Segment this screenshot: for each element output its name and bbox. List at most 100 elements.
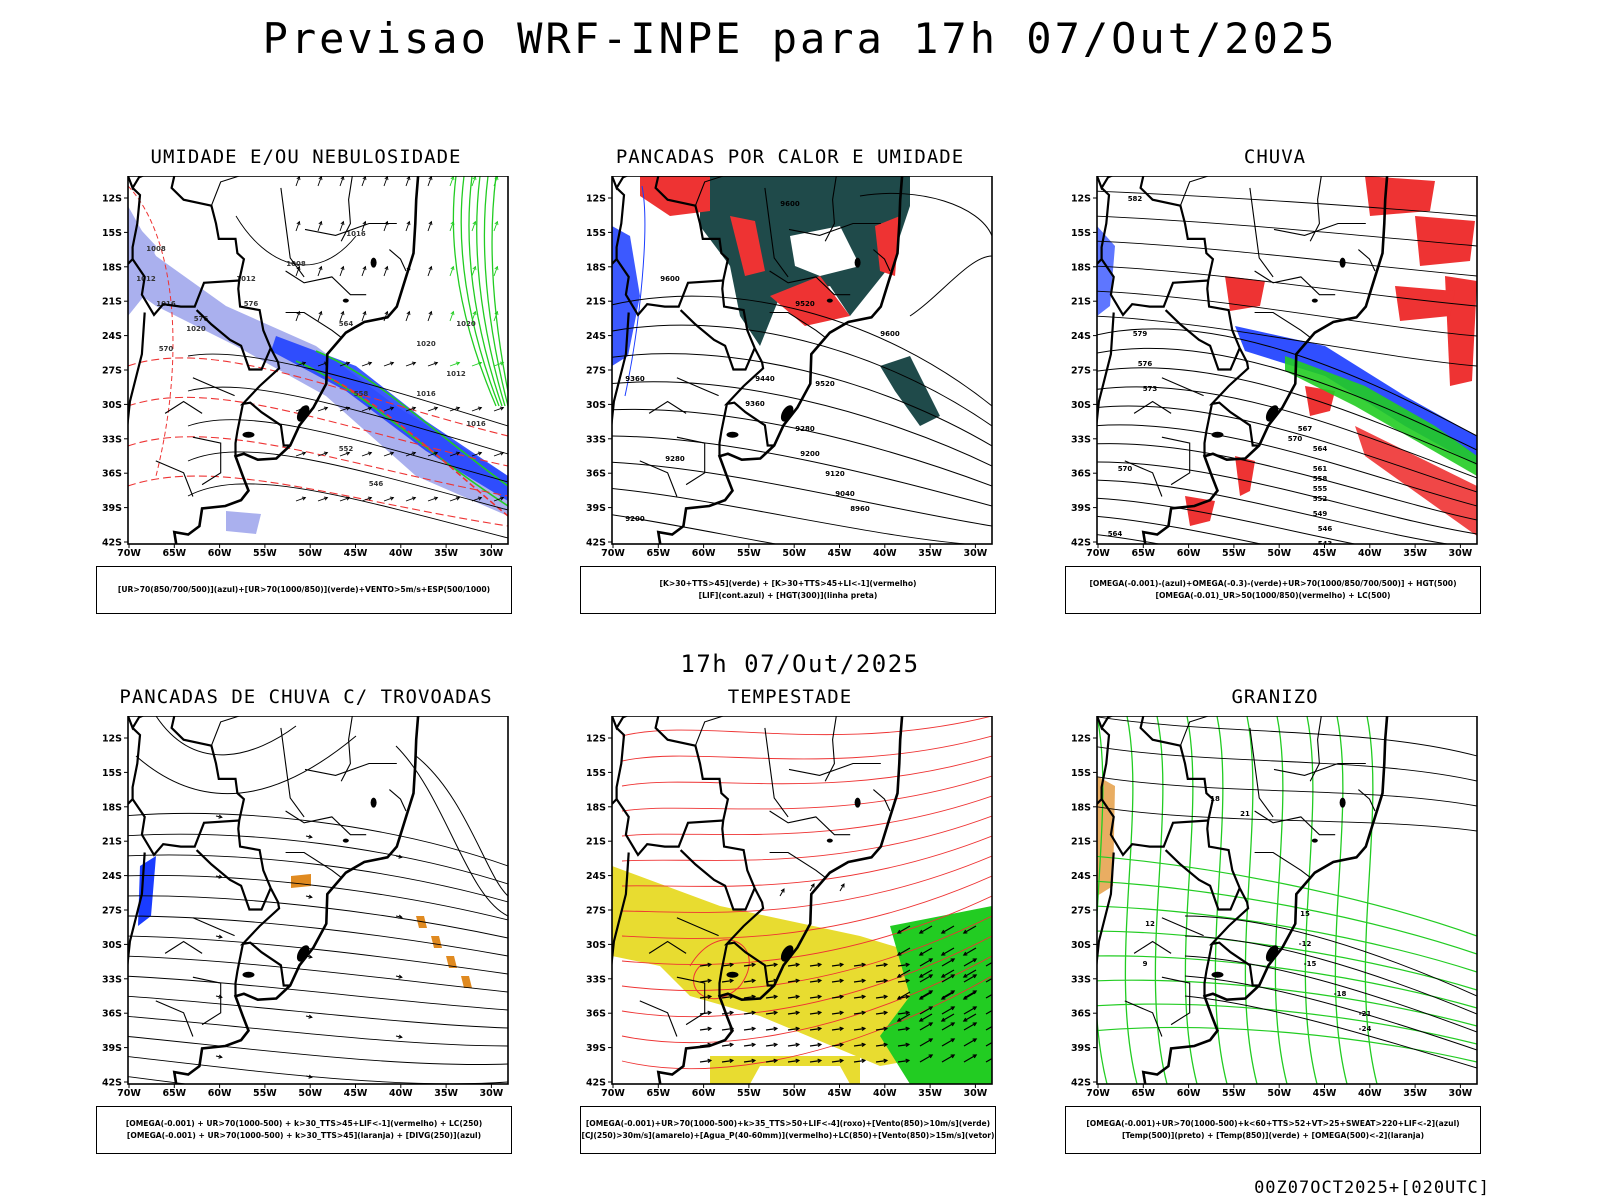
wind-vector xyxy=(919,1013,933,1022)
wind-vector-head xyxy=(928,958,934,963)
border-line xyxy=(615,798,724,857)
wind-vector xyxy=(875,979,887,983)
wind-vector xyxy=(471,311,476,322)
wind-vector-head xyxy=(995,1023,998,1026)
border-line xyxy=(718,403,728,457)
wind-vector-head xyxy=(318,265,323,271)
lake-shape xyxy=(1211,971,1224,978)
legend-line: [UR>70(850/700/500)](azul)+[UR>70(1000/8… xyxy=(117,585,491,594)
wind-vector-head xyxy=(729,1010,735,1016)
wind-vector xyxy=(919,1006,933,1015)
wind-vector-head xyxy=(905,1058,911,1064)
wind-vector-head xyxy=(940,1017,946,1022)
wind-vector xyxy=(897,969,911,978)
border-line xyxy=(1164,849,1241,911)
border-line xyxy=(1254,311,1311,338)
border-line xyxy=(1179,716,1209,746)
legend-line: [OMEGA(-0.01)_UR>50(1000/850)(vermelho) … xyxy=(1155,591,1391,600)
temp850-contour xyxy=(1154,716,1168,1084)
lat-label: 30S xyxy=(1071,940,1091,951)
lat-label: 33S xyxy=(1071,974,1091,985)
wind-vector xyxy=(853,963,865,967)
border-line xyxy=(1309,176,1322,242)
humidity-contour-green xyxy=(452,176,497,407)
streamline xyxy=(135,735,357,795)
lat-label: 21S xyxy=(586,837,606,848)
rain-area-red xyxy=(1185,496,1215,526)
wind-vector xyxy=(361,176,366,187)
wind-vector xyxy=(743,963,755,967)
height-contour xyxy=(1097,515,1264,544)
pressure-contour xyxy=(235,215,357,266)
wind-vector xyxy=(809,1059,821,1063)
wind-vector-head xyxy=(406,310,411,316)
border-line xyxy=(1161,377,1204,397)
wind-vector xyxy=(963,969,977,978)
contour-label: 576 xyxy=(1138,360,1153,368)
wind-vector xyxy=(699,979,711,983)
lake-shape xyxy=(854,257,861,268)
contour-label: -12 xyxy=(1299,940,1312,948)
panel-tempestade: TEMPESTADE 12S 15S 18S 21S 24S 27S 30S 33S 36S 39… xyxy=(570,686,1010,1156)
streamline xyxy=(128,1076,189,1084)
border-line xyxy=(769,851,826,878)
wind-vector-head xyxy=(301,361,307,366)
wind-vector-head xyxy=(839,1010,845,1016)
border-line xyxy=(1203,943,1213,997)
lif-contour xyxy=(624,185,646,397)
wind-vector xyxy=(831,963,843,967)
coastline-east xyxy=(1141,716,1389,1084)
temp850-contour xyxy=(1097,855,1477,937)
border-line xyxy=(1100,798,1209,857)
height-contour xyxy=(612,324,992,427)
wind-vector-head xyxy=(773,1010,779,1016)
wind-vector xyxy=(875,1027,887,1031)
lon-label: 35W xyxy=(1403,1088,1427,1099)
lake-shape xyxy=(342,838,349,843)
lat-label: 30S xyxy=(1071,400,1091,411)
border-line xyxy=(769,270,851,296)
wind-vector-head xyxy=(308,1014,313,1019)
border-line xyxy=(1124,460,1163,497)
contour-label: 558 xyxy=(354,390,369,398)
border-line xyxy=(648,400,687,414)
humidity-area-lavender xyxy=(128,216,156,316)
wind-vector xyxy=(361,221,366,232)
wind-vector-head xyxy=(218,874,223,879)
wind-vector-head xyxy=(406,220,411,226)
lon-label: 60W xyxy=(692,548,716,559)
border-line xyxy=(389,789,407,812)
border-line xyxy=(239,887,291,987)
wind-vector-head xyxy=(367,496,373,501)
lat-label: 39S xyxy=(586,503,606,514)
wind-vector xyxy=(787,1011,799,1015)
wind-vector xyxy=(339,311,344,322)
wind-vector-head xyxy=(896,951,902,956)
wind-vector xyxy=(765,963,777,967)
border-line xyxy=(1100,258,1209,317)
height-contour xyxy=(612,408,992,487)
wind-vector-head xyxy=(494,265,499,271)
streamline xyxy=(128,813,508,867)
rain-area-red xyxy=(1395,286,1455,321)
wind-vector-head xyxy=(883,1026,889,1032)
wind-vector xyxy=(449,497,460,502)
wind-vector xyxy=(809,995,821,999)
map-pancadas-calor: 9600 9520 9440 9360 9280 9200 9120 9040 8960 9600… xyxy=(586,176,993,559)
panel-chuva: CHUVA 582 576 579 573 570 567 564 561 558 555 552 5… xyxy=(1055,146,1495,616)
temp850-contour xyxy=(1334,716,1348,1084)
border-line xyxy=(128,312,146,430)
rain-area-red xyxy=(1225,276,1265,311)
wind-vector xyxy=(405,497,416,502)
wind-vector-head xyxy=(896,995,902,1000)
wind-vector xyxy=(941,1022,955,1031)
temp500-contour xyxy=(1097,776,1477,807)
contour-label: 9600 xyxy=(660,275,680,283)
wind-vector-head xyxy=(218,934,223,939)
border-line xyxy=(639,460,678,497)
lat-label: 24S xyxy=(102,331,122,342)
border-line xyxy=(192,436,222,486)
wind-vector xyxy=(919,990,933,999)
wind-vector-head xyxy=(398,974,403,979)
wind-vector xyxy=(831,979,843,983)
